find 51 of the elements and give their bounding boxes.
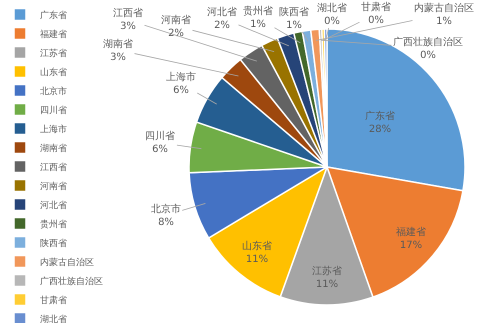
data-label: 11% [316, 279, 338, 290]
legend-label: 河南省 [40, 181, 67, 192]
slice-label: 江西省 [113, 7, 143, 19]
legend-label: 河北省 [40, 200, 67, 212]
legend-label: 北京市 [40, 86, 67, 98]
slice-label: 甘肃省 [361, 1, 391, 13]
slice-label: 贵州省 [243, 5, 273, 17]
legend-label: 江西省 [40, 162, 67, 174]
slice-label: 河北省 [207, 6, 237, 18]
slice-label: 四川省 [145, 130, 175, 142]
slice-label: 河南省 [161, 14, 191, 26]
legend-label: 陕西省 [40, 238, 67, 250]
data-label: 6% [152, 144, 168, 155]
data-label: 2% [168, 28, 184, 39]
data-label: 3% [120, 21, 136, 32]
slice-label: 广东省 [365, 110, 395, 122]
slice-label: 江苏省 [312, 265, 342, 277]
legend-label: 上海市 [40, 124, 67, 136]
legend-label: 福建省 [40, 29, 67, 40]
legend-label: 四川省 [40, 105, 67, 116]
slice-label: 上海市 [166, 71, 196, 83]
legend-label: 湖南省 [40, 143, 67, 154]
data-label: 2% [214, 20, 230, 31]
slice-label: 内蒙古自治区 [414, 2, 474, 14]
data-label: 1% [436, 16, 452, 27]
legend-label: 江苏省 [40, 48, 67, 60]
slice-label: 广西壮族自治区 [393, 36, 463, 48]
legend-label: 山东省 [40, 67, 67, 78]
legend-label: 广东省 [40, 10, 67, 22]
data-label: 28% [368, 124, 392, 135]
data-label: 11% [246, 254, 268, 265]
slice-label: 福建省 [396, 226, 426, 238]
data-label: 0% [368, 15, 384, 26]
legend-label: 贵州省 [40, 219, 67, 230]
data-label: 3% [110, 52, 126, 63]
slice-label: 北京市 [151, 203, 181, 215]
legend-label: 广西壮族自治区 [40, 276, 103, 288]
data-label: 1% [286, 20, 302, 31]
legend-label: 内蒙古自治区 [40, 257, 94, 268]
slice-label: 湖北省 [317, 2, 347, 14]
data-label: 0% [420, 50, 436, 61]
data-label: 6% [173, 85, 189, 96]
slice-label: 山东省 [242, 240, 272, 252]
data-label: 17% [400, 240, 422, 251]
data-label: 8% [158, 217, 174, 228]
legend-label: 甘肃省 [40, 295, 67, 306]
slice-label: 湖南省 [103, 38, 133, 50]
legend-label: 湖北省 [40, 314, 67, 323]
slice-label: 陕西省 [279, 6, 309, 18]
data-label: 1% [250, 19, 266, 30]
data-label: 0% [324, 16, 340, 27]
